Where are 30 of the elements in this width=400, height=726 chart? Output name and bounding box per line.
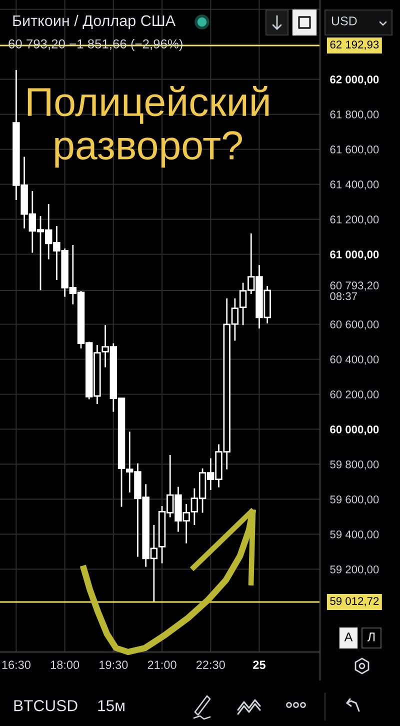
ref-line-label: 59 012,72: [330, 597, 379, 606]
y-tick-label: 61 400,00: [330, 180, 379, 190]
text: Биткоин / Доллар США: [13, 14, 176, 30]
y-tick-label: 59 400,00: [330, 530, 379, 540]
text: 15м: [98, 700, 124, 712]
x-tick-label: 22:30: [196, 660, 225, 670]
x-tick-label: 16:30: [2, 660, 31, 670]
y-tick-label: 59 200,00: [330, 566, 379, 575]
y-tick-label: 60 793,20 08:37: [330, 282, 379, 300]
y-tick-label: 62 000,00: [330, 76, 379, 86]
x-tick-label: 19:30: [100, 660, 128, 670]
y-tick-label: 61 800,00: [330, 110, 379, 120]
x-tick-label: 25: [253, 660, 266, 670]
y-tick-label: 59 800,00: [330, 460, 379, 470]
y-tick-label: 60 000,00: [330, 426, 379, 435]
y-tick-label: 59 600,00: [330, 496, 379, 505]
x-tick-label: 18:00: [50, 660, 80, 670]
y-tick-label: 61 200,00: [330, 216, 379, 225]
x-tick-label: 21:00: [148, 660, 176, 670]
text: Л: [368, 632, 375, 642]
y-tick-label: 60 400,00: [330, 356, 379, 365]
y-tick-label: 60 600,00: [330, 320, 379, 330]
text: BTCUSD: [14, 700, 78, 712]
y-tick-label: 61 600,00: [330, 146, 379, 155]
y-tick-label: 60 200,00: [330, 390, 379, 400]
text: USD: [332, 16, 357, 26]
ref-line-label: 62 192,93: [330, 40, 379, 50]
y-tick-label: 61 000,00: [330, 250, 379, 260]
text: А: [344, 632, 353, 642]
annotation: Полицейский разворот?: [28, 86, 269, 168]
